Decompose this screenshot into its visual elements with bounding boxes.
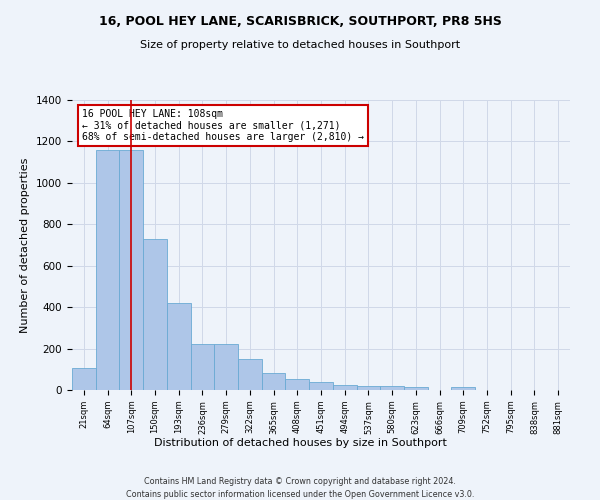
Text: Size of property relative to detached houses in Southport: Size of property relative to detached ho…	[140, 40, 460, 50]
Bar	[72, 368, 96, 390]
Bar	[333, 385, 356, 390]
Bar	[191, 344, 214, 390]
Bar	[119, 150, 143, 390]
Text: Contains public sector information licensed under the Open Government Licence v3: Contains public sector information licen…	[126, 490, 474, 499]
Bar	[214, 344, 238, 390]
Text: Distribution of detached houses by size in Southport: Distribution of detached houses by size …	[154, 438, 446, 448]
Bar	[356, 386, 380, 390]
Bar	[96, 150, 119, 390]
Y-axis label: Number of detached properties: Number of detached properties	[20, 158, 31, 332]
Bar	[380, 386, 404, 390]
Bar	[309, 382, 333, 390]
Bar	[451, 387, 475, 390]
Bar	[143, 239, 167, 390]
Bar	[404, 387, 428, 390]
Text: 16 POOL HEY LANE: 108sqm
← 31% of detached houses are smaller (1,271)
68% of sem: 16 POOL HEY LANE: 108sqm ← 31% of detach…	[82, 108, 364, 142]
Bar	[238, 359, 262, 390]
Bar	[286, 378, 309, 390]
Text: 16, POOL HEY LANE, SCARISBRICK, SOUTHPORT, PR8 5HS: 16, POOL HEY LANE, SCARISBRICK, SOUTHPOR…	[98, 15, 502, 28]
Bar	[262, 374, 286, 390]
Text: Contains HM Land Registry data © Crown copyright and database right 2024.: Contains HM Land Registry data © Crown c…	[144, 478, 456, 486]
Bar	[167, 303, 191, 390]
